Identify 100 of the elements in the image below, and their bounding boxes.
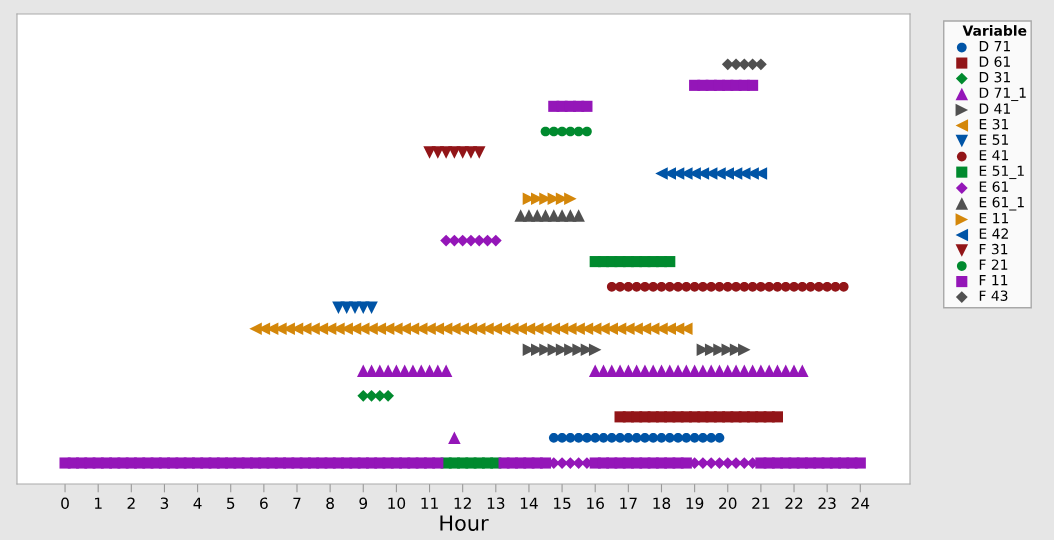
legend-label: E 41 bbox=[979, 150, 1009, 161]
legend-label: E 51 bbox=[979, 134, 1009, 145]
point bbox=[582, 432, 592, 443]
x-tick-label: 20 bbox=[719, 497, 737, 510]
x-tick-label: 17 bbox=[620, 497, 637, 509]
x-tick-label: 0 bbox=[61, 497, 69, 510]
point bbox=[664, 256, 676, 268]
point bbox=[588, 343, 602, 356]
x-tick-label: 16 bbox=[587, 497, 604, 510]
x-axis-title: Hour bbox=[440, 515, 489, 531]
x-tick-label: 19 bbox=[686, 497, 704, 510]
point bbox=[464, 146, 478, 159]
point bbox=[706, 432, 717, 443]
point bbox=[564, 192, 577, 205]
legend-label: F 21 bbox=[979, 259, 1008, 270]
point bbox=[664, 432, 675, 443]
x-tick-label: 4 bbox=[193, 497, 202, 509]
point bbox=[440, 234, 452, 247]
point bbox=[448, 431, 461, 445]
point bbox=[805, 281, 816, 292]
point bbox=[789, 281, 799, 292]
legend-label: E 61 bbox=[979, 181, 1009, 192]
point bbox=[722, 281, 733, 292]
point bbox=[472, 146, 486, 159]
point bbox=[706, 281, 717, 292]
x-tick-label: 21 bbox=[752, 497, 770, 509]
point bbox=[640, 432, 650, 443]
legend-title: Variable bbox=[962, 25, 1027, 36]
legend-label: F 43 bbox=[979, 290, 1008, 301]
x-tick-label: 10 bbox=[388, 497, 406, 510]
point bbox=[598, 432, 609, 443]
x-tick-label: 22 bbox=[785, 497, 803, 509]
point bbox=[557, 126, 567, 137]
x-tick-label: 6 bbox=[260, 497, 268, 510]
legend-label: D 61 bbox=[979, 56, 1010, 67]
point bbox=[714, 281, 725, 292]
x-tick-label: 2 bbox=[127, 497, 135, 509]
legend-label: E 42 bbox=[979, 228, 1008, 239]
point bbox=[738, 343, 751, 356]
point bbox=[623, 281, 634, 292]
x-tick-label: 14 bbox=[520, 497, 538, 509]
point bbox=[730, 58, 742, 71]
x-tick-label: 7 bbox=[293, 497, 301, 509]
point bbox=[797, 281, 808, 292]
legend-label: E 51_1 bbox=[979, 165, 1024, 180]
x-tick-label: 3 bbox=[160, 497, 169, 510]
point bbox=[739, 281, 750, 292]
point bbox=[606, 432, 617, 443]
point bbox=[557, 432, 567, 443]
legend-label: D 71_1 bbox=[979, 87, 1026, 102]
point bbox=[648, 432, 659, 443]
x-tick-label: 18 bbox=[653, 497, 671, 510]
point bbox=[656, 432, 667, 443]
point bbox=[673, 281, 683, 292]
x-tick-label: 12 bbox=[454, 497, 471, 509]
legend-label: E 11 bbox=[979, 213, 1009, 224]
x-tick-label: 24 bbox=[851, 497, 870, 509]
point bbox=[606, 281, 617, 292]
x-tick-label: 8 bbox=[326, 497, 334, 510]
legend-label: F 31 bbox=[979, 243, 1008, 255]
point bbox=[623, 432, 634, 443]
point bbox=[522, 209, 536, 222]
point bbox=[764, 281, 775, 292]
point bbox=[582, 126, 592, 137]
point bbox=[771, 411, 784, 423]
point bbox=[822, 281, 833, 292]
legend-label: D 41 bbox=[979, 103, 1010, 114]
legend-label: E 61_1 bbox=[979, 196, 1024, 211]
x-tick-label: 15 bbox=[554, 497, 571, 510]
point bbox=[548, 126, 559, 137]
legend-label: F 11 bbox=[979, 275, 1008, 286]
point bbox=[698, 432, 708, 443]
point bbox=[656, 281, 667, 292]
point bbox=[681, 281, 692, 292]
point bbox=[673, 432, 683, 443]
point bbox=[814, 281, 824, 292]
point bbox=[755, 58, 767, 71]
legend-label: D 31 bbox=[979, 71, 1010, 83]
point bbox=[615, 281, 625, 292]
point bbox=[664, 281, 675, 292]
point bbox=[698, 281, 708, 292]
point bbox=[681, 432, 692, 443]
point bbox=[572, 209, 585, 222]
x-tick-label: 5 bbox=[227, 497, 235, 510]
point bbox=[731, 281, 741, 292]
point bbox=[838, 281, 849, 292]
point bbox=[565, 432, 576, 443]
x-tick-label: 13 bbox=[487, 497, 505, 510]
x-tick-label: 1 bbox=[95, 497, 102, 509]
point bbox=[640, 281, 650, 292]
x-tick-label: 23 bbox=[818, 497, 836, 510]
point bbox=[590, 432, 601, 443]
point bbox=[648, 281, 659, 292]
point bbox=[714, 432, 725, 443]
legend-label: D 71 bbox=[979, 41, 1010, 52]
legend-label: E 31 bbox=[979, 118, 1009, 130]
x-tick-label: 11 bbox=[421, 497, 438, 509]
point bbox=[548, 432, 559, 443]
point bbox=[615, 432, 625, 443]
x-tick-label: 9 bbox=[359, 497, 368, 510]
